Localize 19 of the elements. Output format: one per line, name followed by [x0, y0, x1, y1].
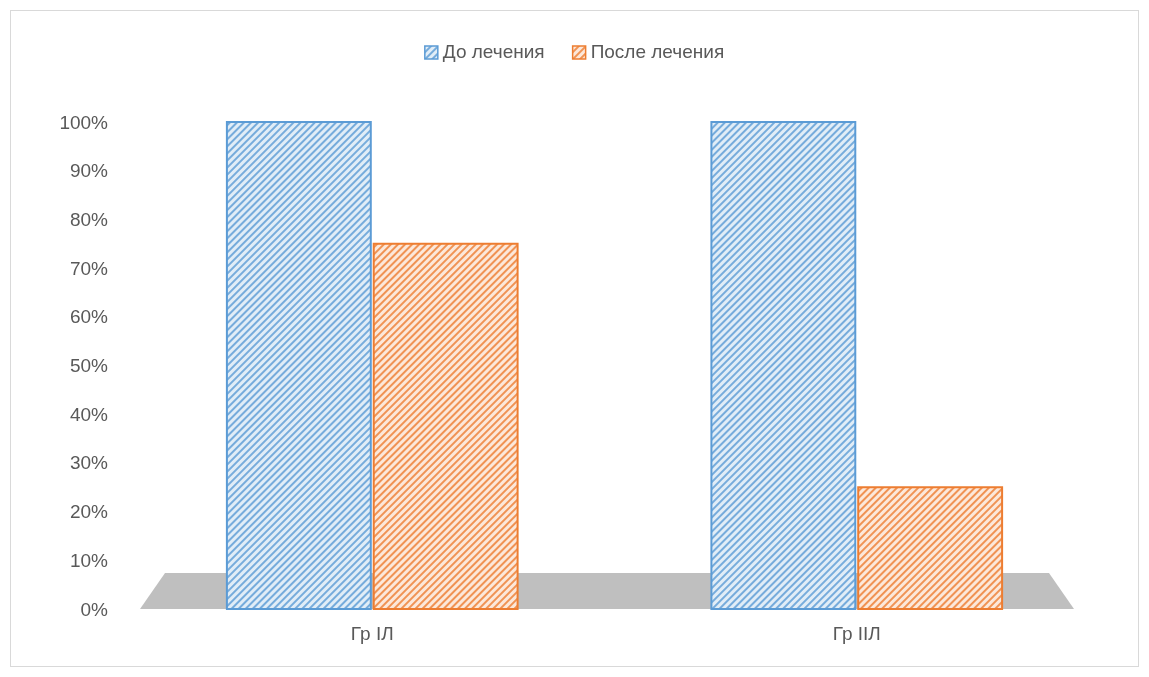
legend-label: До лечения: [442, 41, 545, 62]
y-tick-label: 40%: [69, 403, 109, 425]
bar: [372, 242, 519, 610]
y-tick-label: 100%: [59, 111, 109, 133]
y-tick-label: 0%: [80, 598, 109, 620]
y-tick-label: 60%: [69, 306, 109, 328]
y-tick-label: 90%: [69, 160, 109, 182]
bar: [857, 486, 1004, 610]
y-tick-label: 80%: [69, 208, 109, 230]
legend-label: После лечения: [590, 41, 725, 62]
y-tick-label: 50%: [69, 355, 109, 377]
y-tick-label: 30%: [69, 452, 109, 474]
bar: [225, 121, 372, 610]
bar: [710, 121, 857, 610]
y-tick-label: 20%: [69, 501, 109, 523]
y-tick-label: 70%: [69, 257, 109, 279]
x-tick-label: Гр IЛ: [350, 623, 394, 645]
y-tick-label: 10%: [69, 549, 109, 571]
x-tick-label: Гр IIЛ: [832, 623, 881, 645]
